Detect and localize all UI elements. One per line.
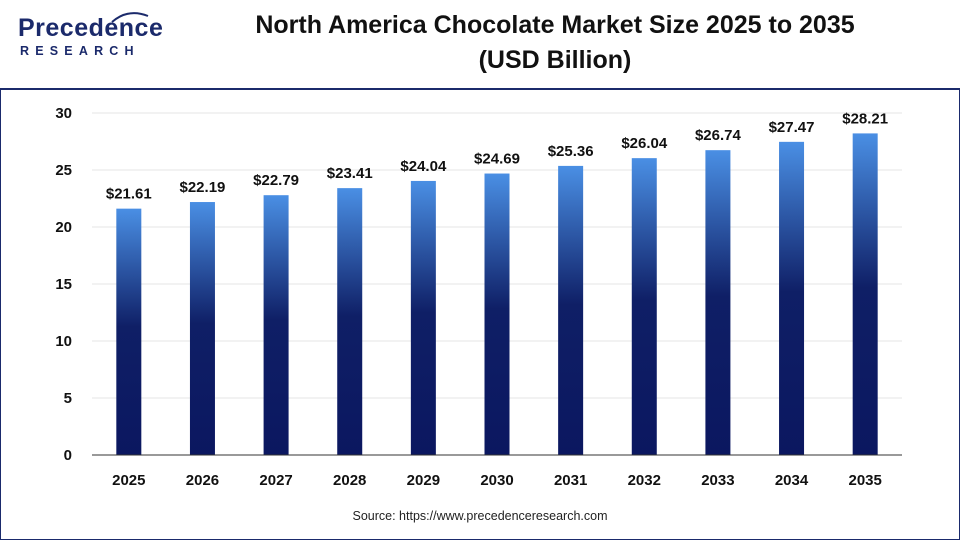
data-label: $28.21	[842, 110, 888, 127]
x-tick-label: 2026	[186, 472, 219, 489]
header-divider	[0, 88, 960, 90]
y-tick-label: 15	[55, 276, 72, 293]
data-label: $24.04	[400, 158, 447, 175]
x-tick-label: 2028	[333, 472, 366, 489]
y-tick-label: 30	[55, 105, 72, 122]
x-tick-label: 2035	[848, 472, 881, 489]
y-axis-ticks: 0 5 10 15 20 25 30	[55, 105, 72, 464]
logo-sub-text: RESEARCH	[20, 44, 140, 58]
precedence-research-logo: Precedence RESEARCH	[18, 12, 168, 64]
data-label: $24.69	[474, 151, 520, 168]
x-tick-label: 2027	[259, 472, 292, 489]
header: Precedence RESEARCH North America Chocol…	[0, 0, 960, 88]
data-label: $23.41	[327, 165, 373, 182]
bar	[852, 133, 878, 455]
y-tick-label: 20	[55, 219, 72, 236]
logo-swoosh-icon	[111, 12, 149, 23]
bar	[116, 208, 142, 455]
bar	[189, 202, 215, 455]
bars	[116, 133, 878, 456]
chart-title-line2: (USD Billion)	[478, 46, 632, 74]
x-tick-label: 2033	[701, 472, 734, 489]
bar	[263, 195, 289, 455]
data-label: $25.36	[548, 143, 594, 160]
y-tick-label: 0	[64, 447, 72, 464]
bar	[705, 150, 731, 455]
data-label: $26.04	[621, 135, 668, 152]
bar	[410, 180, 436, 455]
x-tick-label: 2032	[628, 472, 661, 489]
data-labels: $21.61 $22.19 $22.79 $23.41 $24.04 $24.69 $25.…	[106, 110, 888, 202]
data-label: $22.19	[180, 179, 226, 196]
logo-brand-text: Precedence	[18, 14, 164, 42]
x-tick-label: 2030	[480, 472, 513, 489]
bar	[779, 141, 805, 456]
bar	[337, 188, 363, 455]
x-tick-label: 2025	[112, 472, 145, 489]
x-tick-label: 2031	[554, 472, 587, 489]
x-tick-label: 2034	[775, 472, 809, 489]
y-tick-label: 10	[55, 333, 72, 350]
chart-title: North America Chocolate Market Size 2025…	[210, 8, 900, 78]
chart-title-line1: North America Chocolate Market Size 2025…	[255, 11, 855, 39]
data-label: $22.79	[253, 172, 299, 189]
bar	[484, 173, 510, 455]
y-tick-label: 5	[64, 390, 72, 407]
x-tick-label: 2029	[407, 472, 440, 489]
x-axis-ticks: 2025 2026 2027 2028 2029 2030 2031 2032 2033 2034…	[112, 472, 882, 489]
data-label: $27.47	[769, 119, 815, 136]
data-label: $26.74	[695, 127, 742, 144]
bar	[631, 158, 657, 456]
source-note: Source: https://www.precedenceresearch.c…	[352, 509, 608, 523]
data-label: $21.61	[106, 186, 152, 203]
y-tick-label: 25	[55, 162, 72, 179]
bar	[558, 165, 584, 455]
